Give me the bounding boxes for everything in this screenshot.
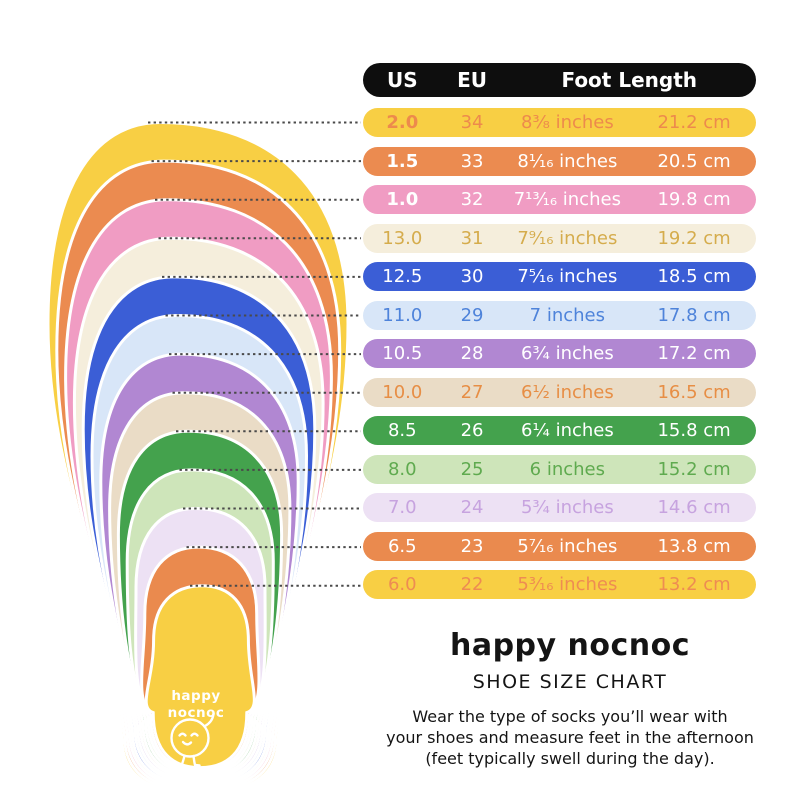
- mascot-leg-right: [192, 754, 201, 767]
- row-10.0-eu: 27: [460, 381, 484, 403]
- row-1.5-cm: 20.5 cm: [657, 150, 731, 172]
- row-1.0-cm: 19.8 cm: [657, 189, 731, 210]
- size-row-us-6.5: 6.5 23 5⁷⁄₁₆ inches 13.8 cm: [363, 531, 756, 561]
- row-13.0-inches: 7⁹⁄₁₆ inches: [517, 227, 618, 249]
- row-8.0-eu: 25: [460, 458, 484, 480]
- row-6.5-cm: 13.8 cm: [657, 535, 731, 557]
- row-8.0-us: 8.0: [387, 458, 417, 480]
- row-7.0-cm: 14.6 cm: [657, 497, 731, 518]
- mascot-smile: [181, 740, 193, 746]
- size-row-us-6.0: 6.0 22 5³⁄₁₆ inches 13.2 cm: [363, 570, 756, 599]
- chart-subtitle: SHOE SIZE CHART: [472, 671, 668, 693]
- measuring-note: Wear the type of socks you’ll wear with …: [372, 706, 768, 769]
- mascot-character: [170, 712, 215, 767]
- row-8.0-inches: 6 inches: [529, 458, 606, 480]
- row-1.0-inches: 7¹³⁄₁₆ inches: [513, 189, 621, 210]
- row-2.0-eu: 34: [460, 112, 484, 133]
- row-2.0-inches: 8³⁄₈ inches: [520, 112, 614, 133]
- row-10.5-eu: 28: [460, 343, 484, 364]
- mascot-head: [170, 718, 210, 758]
- row-8.5-us: 8.5: [387, 420, 417, 441]
- row-8.5-eu: 26: [460, 420, 484, 441]
- header-eu: EU: [457, 68, 487, 92]
- note-line-2: your shoes and measure feet in the after…: [386, 728, 754, 748]
- row-1.5-eu: 33: [460, 150, 484, 172]
- mascot-arm-waving: [203, 712, 215, 728]
- row-10.0-cm: 16.5 cm: [657, 381, 731, 403]
- mascot-leg-left: [175, 754, 186, 767]
- brand-title: happy nocnoc: [449, 628, 691, 663]
- insole-size-us-6.0: [144, 584, 256, 770]
- size-table: US EU Foot Length 2.0 34 8³⁄₈ inches 21.2 c…: [363, 63, 756, 609]
- row-11.0-inches: 7 inches: [529, 304, 606, 326]
- row-6.0-cm: 13.2 cm: [657, 574, 731, 595]
- row-6.0-us: 6.0: [387, 574, 417, 595]
- row-1.0-eu: 32: [460, 189, 484, 210]
- row-10.5-inches: 6³⁄₄ inches: [520, 343, 614, 364]
- footer: happy nocnoc SHOE SIZE CHART Wear the ty…: [372, 628, 768, 769]
- row-7.0-us: 7.0: [387, 497, 417, 518]
- row-13.0-eu: 31: [460, 227, 484, 249]
- header-us: US: [386, 68, 418, 92]
- row-8.5-cm: 15.8 cm: [657, 420, 731, 441]
- note-line-3: (feet typically swell during the day).: [425, 749, 715, 769]
- row-2.0-us: 2.0: [386, 112, 419, 133]
- row-8.5-inches: 6¹⁄₄ inches: [520, 420, 614, 441]
- mascot-eye-right: [190, 732, 199, 737]
- row-12.5-inches: 7⁵⁄₁₆ inches: [517, 266, 618, 287]
- row-12.5-cm: 18.5 cm: [657, 266, 731, 287]
- size-row-us-11.0: 11.0 29 7 inches 17.8 cm: [363, 300, 756, 330]
- table-body: 2.0 34 8³⁄₈ inches 21.2 cm 1.5 33 8¹⁄₁₆ inches…: [363, 108, 756, 599]
- insole-label-line1: happy: [171, 688, 220, 704]
- row-12.5-us: 12.5: [382, 266, 423, 287]
- row-2.0-cm: 21.2 cm: [657, 112, 731, 133]
- row-10.5-us: 10.5: [382, 343, 423, 364]
- row-6.0-eu: 22: [460, 574, 484, 595]
- row-12.5-eu: 30: [460, 266, 484, 287]
- row-1.0-us: 1.0: [386, 189, 419, 210]
- size-row-us-10.5: 10.5 28 6³⁄₄ inches 17.2 cm: [363, 339, 756, 368]
- row-1.5-us: 1.5: [386, 150, 419, 172]
- insole-label-line2: nocnoc: [168, 705, 225, 721]
- row-11.0-cm: 17.8 cm: [657, 304, 731, 326]
- size-row-us-8.0: 8.0 25 6 inches 15.2 cm: [363, 454, 756, 484]
- size-row-us-2.0: 2.0 34 8³⁄₈ inches 21.2 cm: [363, 108, 756, 137]
- row-6.5-us: 6.5: [387, 535, 417, 557]
- row-13.0-cm: 19.2 cm: [657, 227, 731, 249]
- row-8.0-cm: 15.2 cm: [657, 458, 731, 480]
- size-row-us-12.5: 12.5 30 7⁵⁄₁₆ inches 18.5 cm: [363, 262, 756, 291]
- note-line-1: Wear the type of socks you’ll wear with: [412, 707, 728, 726]
- row-6.5-eu: 23: [460, 535, 484, 557]
- row-1.5-inches: 8¹⁄₁₆ inches: [517, 150, 618, 172]
- row-10.0-inches: 6¹⁄₂ inches: [520, 381, 614, 403]
- size-row-us-1.5: 1.5 33 8¹⁄₁₆ inches 20.5 cm: [363, 146, 756, 176]
- row-13.0-us: 13.0: [382, 227, 423, 249]
- row-10.0-us: 10.0: [382, 381, 423, 403]
- row-10.5-cm: 17.2 cm: [657, 343, 731, 364]
- size-row-us-13.0: 13.0 31 7⁹⁄₁₆ inches 19.2 cm: [363, 223, 756, 253]
- table-header: US EU Foot Length: [363, 63, 756, 97]
- row-11.0-us: 11.0: [382, 304, 423, 326]
- header-foot-length: Foot Length: [561, 68, 697, 92]
- row-7.0-eu: 24: [460, 497, 484, 518]
- row-11.0-eu: 29: [460, 304, 484, 326]
- size-row-us-7.0: 7.0 24 5³⁄₄ inches 14.6 cm: [363, 493, 756, 522]
- size-row-us-8.5: 8.5 26 6¹⁄₄ inches 15.8 cm: [363, 416, 756, 445]
- size-row-us-10.0: 10.0 27 6¹⁄₂ inches 16.5 cm: [363, 377, 756, 407]
- row-6.0-inches: 5³⁄₁₆ inches: [517, 574, 618, 595]
- size-row-us-1.0: 1.0 32 7¹³⁄₁₆ inches 19.8 cm: [363, 185, 756, 214]
- row-6.5-inches: 5⁷⁄₁₆ inches: [517, 535, 618, 557]
- mascot-eye-left: [178, 732, 187, 737]
- row-7.0-inches: 5³⁄₄ inches: [520, 497, 614, 518]
